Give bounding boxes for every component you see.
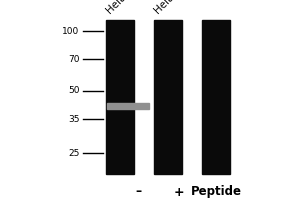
Text: 70: 70 xyxy=(68,54,80,64)
Bar xyxy=(154,20,182,174)
Bar xyxy=(202,20,230,174)
Text: 50: 50 xyxy=(68,86,80,95)
Text: Hela: Hela xyxy=(105,0,128,15)
Bar xyxy=(106,103,148,109)
Text: 25: 25 xyxy=(68,148,80,158)
Text: –: – xyxy=(135,186,141,198)
Text: +: + xyxy=(173,186,184,198)
Bar xyxy=(106,20,134,174)
Text: Hela: Hela xyxy=(153,0,176,15)
Text: Peptide: Peptide xyxy=(190,186,242,198)
Text: 100: 100 xyxy=(62,26,80,36)
Text: 35: 35 xyxy=(68,114,80,123)
